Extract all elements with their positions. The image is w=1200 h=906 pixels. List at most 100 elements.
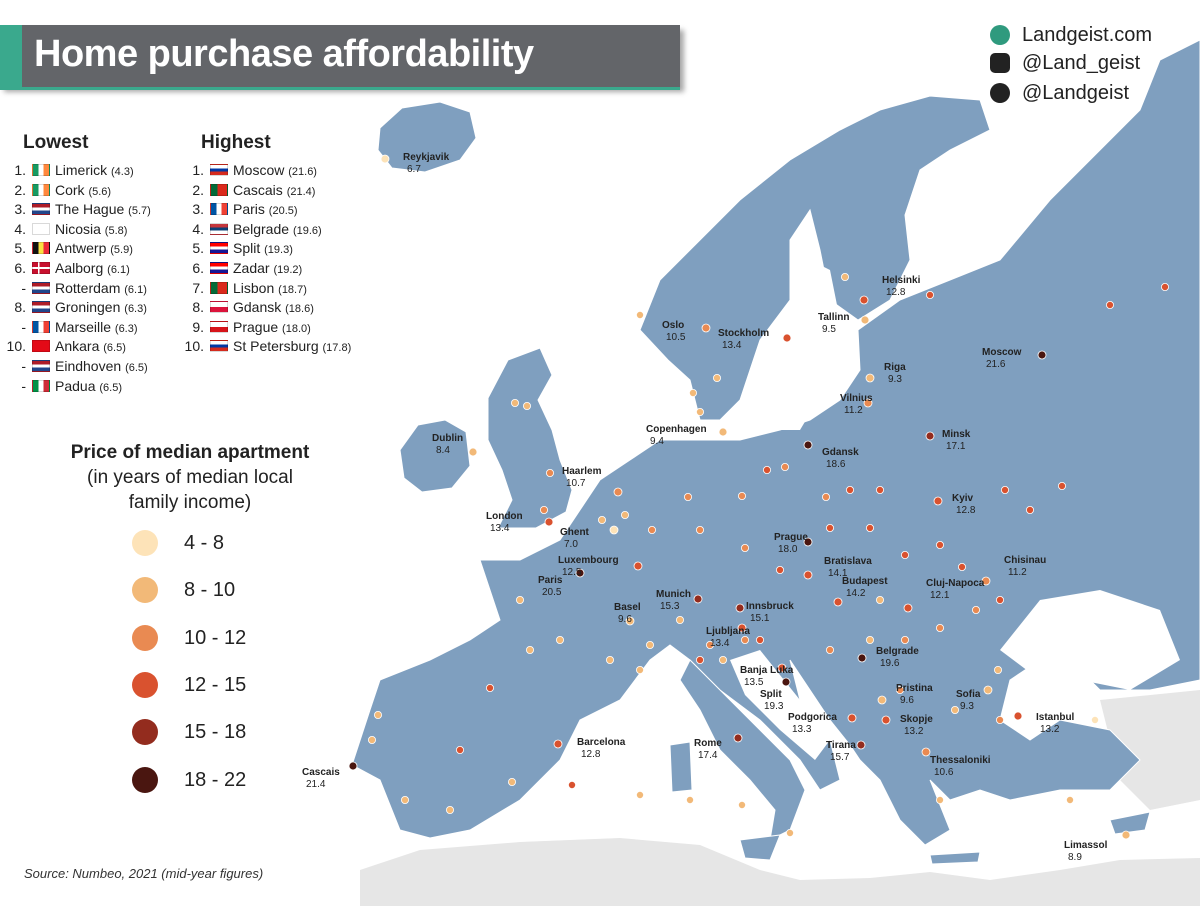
city-dot-ljubljana[interactable] bbox=[737, 623, 747, 633]
legend-label: 12 - 15 bbox=[184, 673, 247, 696]
city-dot-riga[interactable] bbox=[865, 373, 875, 383]
city-dot-copenhagen[interactable] bbox=[718, 427, 728, 437]
social-instagram[interactable]: @Land_geist bbox=[990, 52, 1140, 75]
legend-label: 18 - 22 bbox=[184, 768, 247, 791]
city-dot-barcelona[interactable] bbox=[553, 739, 563, 749]
city-label: Sofia bbox=[956, 689, 981, 700]
city-value-label: 18.6 bbox=[826, 459, 846, 470]
city-dot bbox=[776, 566, 785, 575]
city-dot-budapest[interactable] bbox=[833, 597, 843, 607]
city-dot-tirana[interactable] bbox=[856, 740, 866, 750]
city-dot-split[interactable] bbox=[781, 677, 791, 687]
city-dot bbox=[958, 563, 967, 572]
sicily-shape bbox=[739, 834, 781, 861]
city-label: Luxembourg bbox=[558, 555, 619, 566]
city-dot-ghent[interactable] bbox=[609, 525, 619, 535]
city-value-label: 19.3 bbox=[764, 701, 784, 712]
city-dot bbox=[756, 636, 765, 645]
city-dot bbox=[556, 636, 565, 645]
city-dot-thessaloniki[interactable] bbox=[921, 747, 931, 757]
rank: 4. bbox=[14, 220, 26, 237]
czech-flag-icon bbox=[210, 320, 228, 333]
city-dot-gdansk[interactable] bbox=[803, 440, 813, 450]
city-dot bbox=[455, 746, 464, 755]
city-name: Antwerp bbox=[55, 240, 111, 257]
rank: 2. bbox=[14, 181, 26, 198]
city-value-label: 15.1 bbox=[750, 613, 770, 624]
rank: 3. bbox=[192, 201, 204, 218]
city-dot-moscow[interactable] bbox=[1037, 350, 1047, 360]
city-name: Moscow bbox=[233, 162, 289, 178]
city-value-label: 10.5 bbox=[666, 332, 686, 343]
social-website[interactable]: Landgeist.com bbox=[990, 24, 1152, 47]
city-dot bbox=[606, 656, 615, 665]
city-dot-chisinau[interactable] bbox=[981, 576, 991, 586]
city-dot-paris[interactable] bbox=[575, 568, 585, 578]
legend-label: 4 - 8 bbox=[184, 532, 225, 554]
city-dot-prague[interactable] bbox=[803, 537, 813, 547]
social-twitter-text: @Landgeist bbox=[1022, 82, 1130, 104]
city-dot-munich[interactable] bbox=[693, 594, 703, 604]
city-dot bbox=[841, 272, 850, 281]
city-label: Thessaloniki bbox=[930, 755, 991, 766]
social-twitter[interactable]: @Landgeist bbox=[990, 82, 1129, 105]
city-dot-cluj-napoca[interactable] bbox=[903, 603, 913, 613]
list-item: 6. Aalborg (6.1) bbox=[6, 259, 129, 277]
city-dot bbox=[373, 711, 382, 720]
cyprus-flag-icon bbox=[32, 222, 50, 235]
city-dot-minsk[interactable] bbox=[925, 431, 935, 441]
city-dot-dublin[interactable] bbox=[468, 447, 478, 457]
city-dot-skopje[interactable] bbox=[881, 715, 891, 725]
rank: 1. bbox=[192, 162, 204, 178]
city-dot-limassol[interactable] bbox=[1121, 830, 1131, 840]
city-value-label: 13.4 bbox=[710, 638, 730, 649]
city-dot bbox=[866, 636, 875, 645]
city-dot-podgorica[interactable] bbox=[847, 713, 857, 723]
city-dot bbox=[648, 526, 657, 535]
title-underline bbox=[0, 87, 680, 90]
city-dot bbox=[696, 526, 705, 535]
city-dot bbox=[1026, 505, 1035, 514]
city-dot bbox=[741, 544, 750, 553]
city-dot-bratislava[interactable] bbox=[803, 570, 813, 580]
city-dot-cascais[interactable] bbox=[348, 761, 358, 771]
city-name: St Petersburg bbox=[233, 338, 323, 355]
city-dot-tallinn[interactable] bbox=[860, 315, 870, 325]
city-dot-kyiv[interactable] bbox=[933, 496, 943, 506]
city-value-label: 12.8 bbox=[886, 287, 906, 298]
city-dot bbox=[696, 407, 705, 416]
city-dot-luxembourg[interactable] bbox=[633, 561, 643, 571]
city-dot-banja-luka[interactable] bbox=[777, 663, 787, 673]
city-value-label: 9.4 bbox=[650, 436, 664, 447]
city-dot-sofia[interactable] bbox=[983, 685, 993, 695]
legend-swatch bbox=[132, 766, 158, 793]
city-dot bbox=[1106, 300, 1115, 309]
city-dot-london[interactable] bbox=[544, 517, 554, 527]
city-dot-istanbul[interactable] bbox=[1013, 711, 1023, 721]
city-dot bbox=[636, 310, 645, 319]
lowest-heading: Lowest bbox=[23, 132, 89, 153]
city-dot bbox=[676, 616, 685, 625]
city-dot-reykjavik[interactable] bbox=[380, 154, 390, 164]
city-dot-vilnius[interactable] bbox=[863, 398, 873, 408]
legend-title: Price of median apartment (in years of m… bbox=[20, 440, 360, 515]
city-dot-pristina[interactable] bbox=[877, 695, 887, 705]
city-value: (18.6) bbox=[285, 303, 314, 316]
city-label: Tirana bbox=[826, 740, 856, 751]
city-dot-haarlem[interactable] bbox=[613, 487, 623, 497]
city-dot-rome[interactable] bbox=[733, 733, 743, 743]
city-name: Rotterdam bbox=[55, 279, 125, 296]
city-dot-basel[interactable] bbox=[625, 616, 635, 626]
rank: 8. bbox=[14, 299, 26, 316]
city-label: Cluj-Napoca bbox=[926, 578, 985, 589]
belgium-flag-icon bbox=[32, 242, 50, 255]
city-value: (6.3) bbox=[114, 322, 138, 335]
city-dot-oslo[interactable] bbox=[701, 323, 711, 333]
city-dot bbox=[684, 492, 693, 501]
city-dot-helsinki[interactable] bbox=[859, 295, 869, 305]
city-dot-stockholm[interactable] bbox=[782, 333, 792, 343]
city-dot-innsbruck[interactable] bbox=[735, 603, 745, 613]
city-dot bbox=[719, 656, 728, 665]
city-dot-belgrade[interactable] bbox=[857, 653, 867, 663]
rank: 3. bbox=[14, 201, 26, 218]
